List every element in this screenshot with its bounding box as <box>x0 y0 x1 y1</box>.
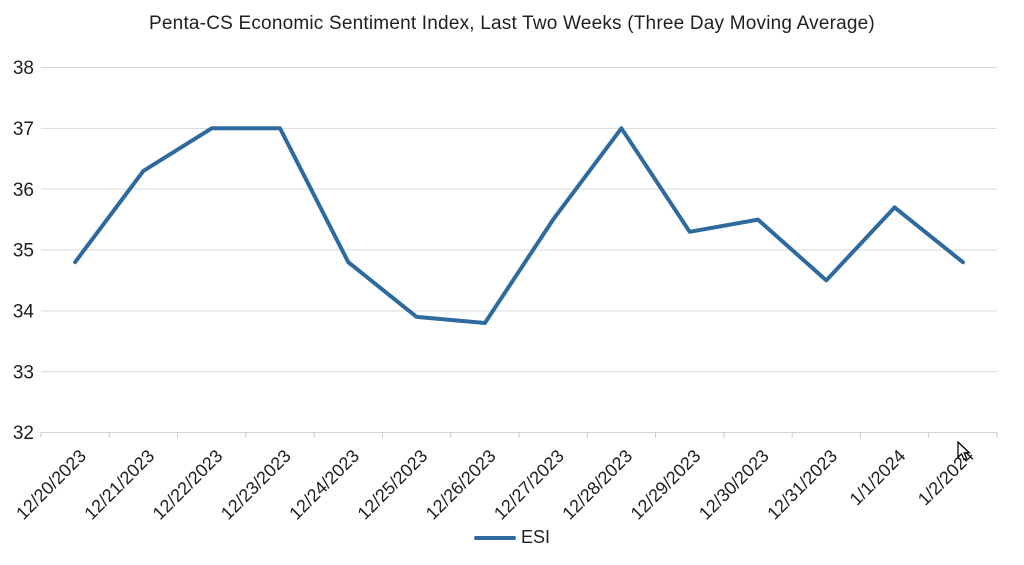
legend: ESI <box>0 527 1024 548</box>
y-axis-label: 36 <box>13 180 34 201</box>
x-axis-label: 1/1/2024 <box>846 446 910 510</box>
y-axis-label: 35 <box>13 241 34 262</box>
legend-line-swatch <box>473 535 516 540</box>
chart-title: Penta-CS Economic Sentiment Index, Last … <box>149 13 875 34</box>
series-line-esi <box>73 126 965 325</box>
x-axis-label: 12/31/2023 <box>763 446 841 524</box>
legend-label: ESI <box>520 527 550 547</box>
x-axis-label: 12/29/2023 <box>627 446 705 524</box>
x-axis-label: 12/28/2023 <box>558 446 636 524</box>
y-axis-label: 38 <box>13 58 34 79</box>
x-axis-label: 12/21/2023 <box>80 446 158 524</box>
mouse-cursor-icon <box>957 441 971 461</box>
x-axis-label: 12/27/2023 <box>490 446 568 524</box>
y-axis-label: 32 <box>13 423 34 444</box>
x-axis-label: 12/25/2023 <box>354 446 432 524</box>
y-axis-label: 33 <box>13 362 34 383</box>
y-axis-label: 34 <box>13 301 35 322</box>
x-axis-label: 12/23/2023 <box>217 446 295 524</box>
y-axis-label: 37 <box>13 119 34 140</box>
x-axis-label: 12/26/2023 <box>422 446 500 524</box>
x-axis-label: 12/20/2023 <box>12 446 90 524</box>
x-axis-label: 12/30/2023 <box>695 446 773 524</box>
x-axis-label: 12/22/2023 <box>149 446 227 524</box>
x-axis-label: 12/24/2023 <box>285 446 363 524</box>
